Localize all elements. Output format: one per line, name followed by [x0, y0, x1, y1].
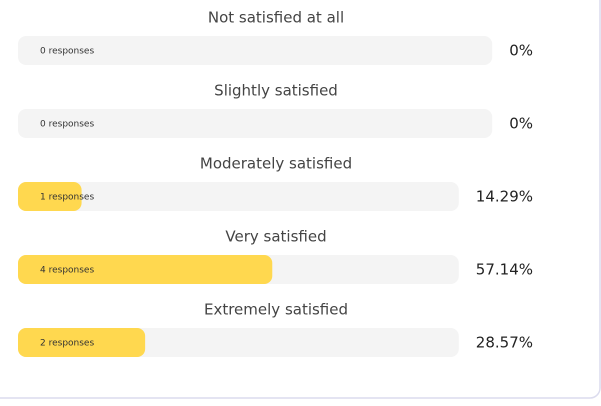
percentage: 57.14%	[476, 261, 533, 279]
percentage: 14.29%	[476, 188, 533, 206]
response-count: 4 responses	[40, 266, 94, 276]
response-count: 2 responses	[40, 339, 94, 349]
question-option: Slightly satisfied	[214, 82, 338, 100]
question-option: Extremely satisfied	[204, 301, 348, 319]
question-option: Not satisfied at all	[208, 9, 344, 27]
bar	[18, 182, 82, 211]
bar-track	[18, 109, 493, 138]
response-count: 0 responses	[40, 120, 94, 130]
bar-track	[18, 182, 459, 211]
percentage: 0%	[509, 42, 533, 60]
percentage: 28.57%	[476, 334, 533, 352]
response-count: 1 responses	[40, 193, 94, 203]
bar-track	[18, 36, 493, 65]
question-option: Moderately satisfied	[200, 155, 352, 173]
question-option: Very satisfied	[225, 228, 326, 246]
bar	[18, 328, 146, 357]
percentage: 0%	[509, 115, 533, 133]
response-count: 0 responses	[40, 47, 94, 57]
bar	[18, 255, 273, 284]
